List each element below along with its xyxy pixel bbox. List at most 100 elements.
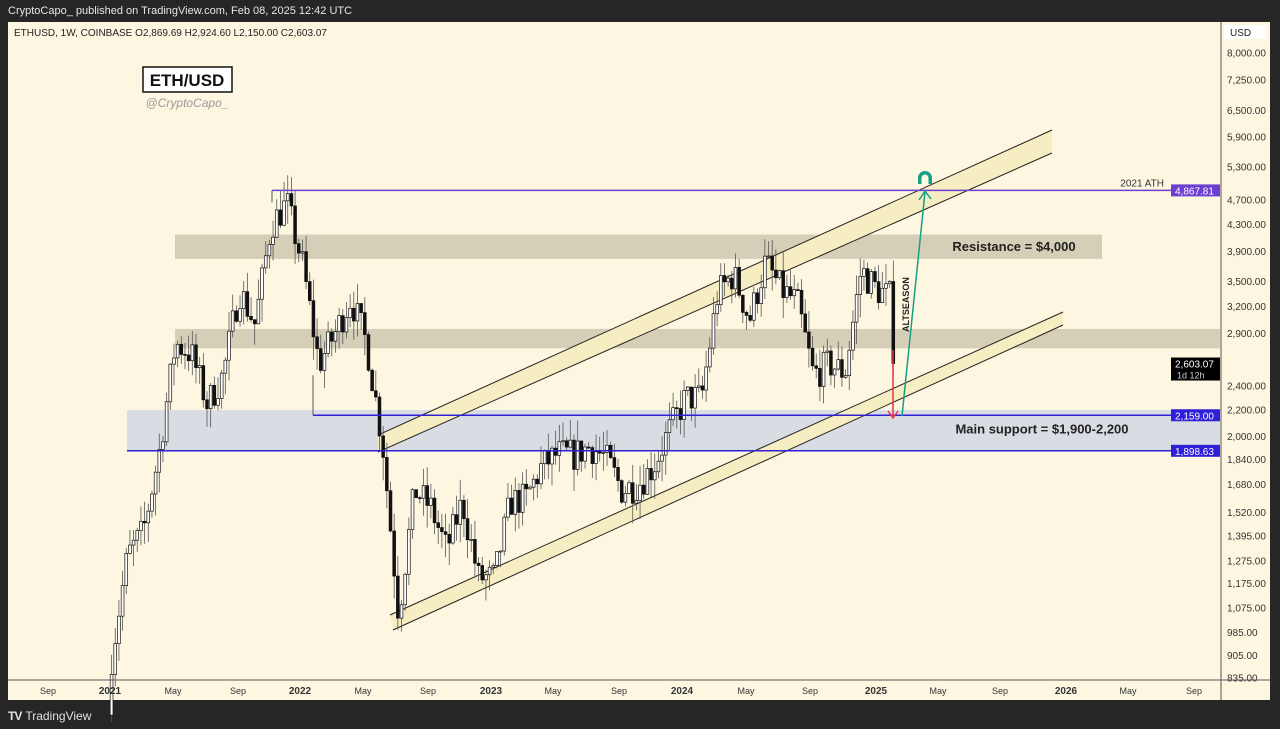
candle-down xyxy=(330,331,334,342)
upper-channel-line xyxy=(377,129,1053,436)
candle-up xyxy=(792,289,796,297)
x-tick-label: Sep xyxy=(40,686,56,696)
candle-up xyxy=(726,277,730,283)
x-tick-label: May xyxy=(164,686,182,696)
candle-up xyxy=(854,294,859,323)
candle-down xyxy=(473,539,477,564)
candle-down xyxy=(641,484,646,495)
candle-down xyxy=(689,386,694,409)
candle-up xyxy=(131,539,136,546)
candle-down xyxy=(814,365,818,369)
candle-down xyxy=(612,457,617,468)
brand-label[interactable]: TradingView xyxy=(25,709,92,723)
candle-down xyxy=(454,514,459,525)
candle-up xyxy=(219,372,224,399)
candle-up xyxy=(777,270,782,279)
red-arrow-head xyxy=(887,410,899,420)
candle-up xyxy=(230,310,235,332)
candle-down xyxy=(770,255,774,271)
candle-up xyxy=(605,444,609,453)
candle-down xyxy=(564,440,569,448)
candle-up xyxy=(157,449,162,473)
candle-down xyxy=(678,408,683,420)
y-tick-label: 5,900.00 xyxy=(1227,133,1266,144)
candle-down xyxy=(788,286,793,297)
y-tick-label: 1,075.00 xyxy=(1227,604,1266,615)
candle-up xyxy=(671,407,675,421)
candle-up xyxy=(322,353,327,371)
symbol-line: ETHUSD, 1W, COINBASE O2,869.69 H2,924.60… xyxy=(14,28,327,39)
candle-up xyxy=(627,482,631,494)
y-tick-label: 1,275.00 xyxy=(1227,556,1266,567)
candle-down xyxy=(840,359,844,378)
candle-up xyxy=(190,344,195,362)
candle-down xyxy=(425,485,429,506)
price-tag-bg xyxy=(1171,184,1220,197)
candle-up xyxy=(575,440,580,470)
candle-up xyxy=(785,286,789,298)
candle-up xyxy=(520,483,525,513)
candle-up xyxy=(175,343,180,359)
y-tick-label: 1,840.00 xyxy=(1227,455,1266,466)
candle-up xyxy=(561,440,565,443)
candle-down xyxy=(730,277,734,290)
candle-down xyxy=(586,446,591,449)
candle-down xyxy=(803,313,807,333)
candle-up xyxy=(869,271,874,294)
candle-down xyxy=(183,354,187,356)
candle-up xyxy=(667,419,672,433)
candle-up xyxy=(451,514,455,544)
candle-up xyxy=(759,287,763,304)
candle-down xyxy=(341,315,345,333)
candle-down xyxy=(432,497,437,524)
candle-down xyxy=(201,365,206,401)
candle-up xyxy=(241,291,246,309)
candle-up xyxy=(656,460,661,473)
candle-down xyxy=(741,294,745,313)
candle-up xyxy=(862,268,866,277)
candle-down xyxy=(737,267,741,296)
candle-up xyxy=(557,441,562,456)
candle-down xyxy=(722,275,727,283)
candle-down xyxy=(876,281,881,304)
candle-up xyxy=(763,255,767,289)
candles xyxy=(109,175,896,722)
y-tick-label: 1,175.00 xyxy=(1227,579,1266,590)
candle-down xyxy=(252,319,257,325)
candle-up xyxy=(539,463,543,485)
candle-up xyxy=(197,365,202,369)
x-tick-label: 2021 xyxy=(99,686,122,697)
x-tick-label: 2026 xyxy=(1055,686,1078,697)
candle-down xyxy=(440,527,444,533)
price-tag-label: 1,898.63 xyxy=(1175,447,1214,458)
candle-down xyxy=(388,490,393,532)
candle-up xyxy=(344,317,349,333)
candle-down xyxy=(392,530,396,577)
candle-down xyxy=(319,348,323,371)
currency-label: USD xyxy=(1230,28,1251,39)
candle-up xyxy=(843,375,848,378)
candle-up xyxy=(208,384,213,410)
candle-up xyxy=(484,574,488,581)
candle-up xyxy=(161,441,165,450)
y-tick-label: 1,680.00 xyxy=(1227,480,1266,491)
candle-down xyxy=(524,483,529,490)
x-tick-label: 2023 xyxy=(480,686,503,697)
candle-up xyxy=(146,510,151,524)
candle-up xyxy=(664,432,668,456)
candle-up xyxy=(399,604,404,619)
candle-up xyxy=(601,452,606,454)
y-tick-label: 3,900.00 xyxy=(1227,247,1266,258)
candle-down xyxy=(865,268,870,294)
candle-up xyxy=(495,551,499,566)
candle-down xyxy=(370,369,374,392)
x-tick-label: May xyxy=(354,686,372,696)
candle-down xyxy=(465,518,470,541)
candle-up xyxy=(421,485,426,499)
y-tick-label: 835.00 xyxy=(1227,674,1258,685)
y-tick-label: 3,500.00 xyxy=(1227,277,1266,288)
candle-down xyxy=(619,480,624,503)
candle-up xyxy=(491,565,496,568)
candle-up xyxy=(660,454,664,462)
